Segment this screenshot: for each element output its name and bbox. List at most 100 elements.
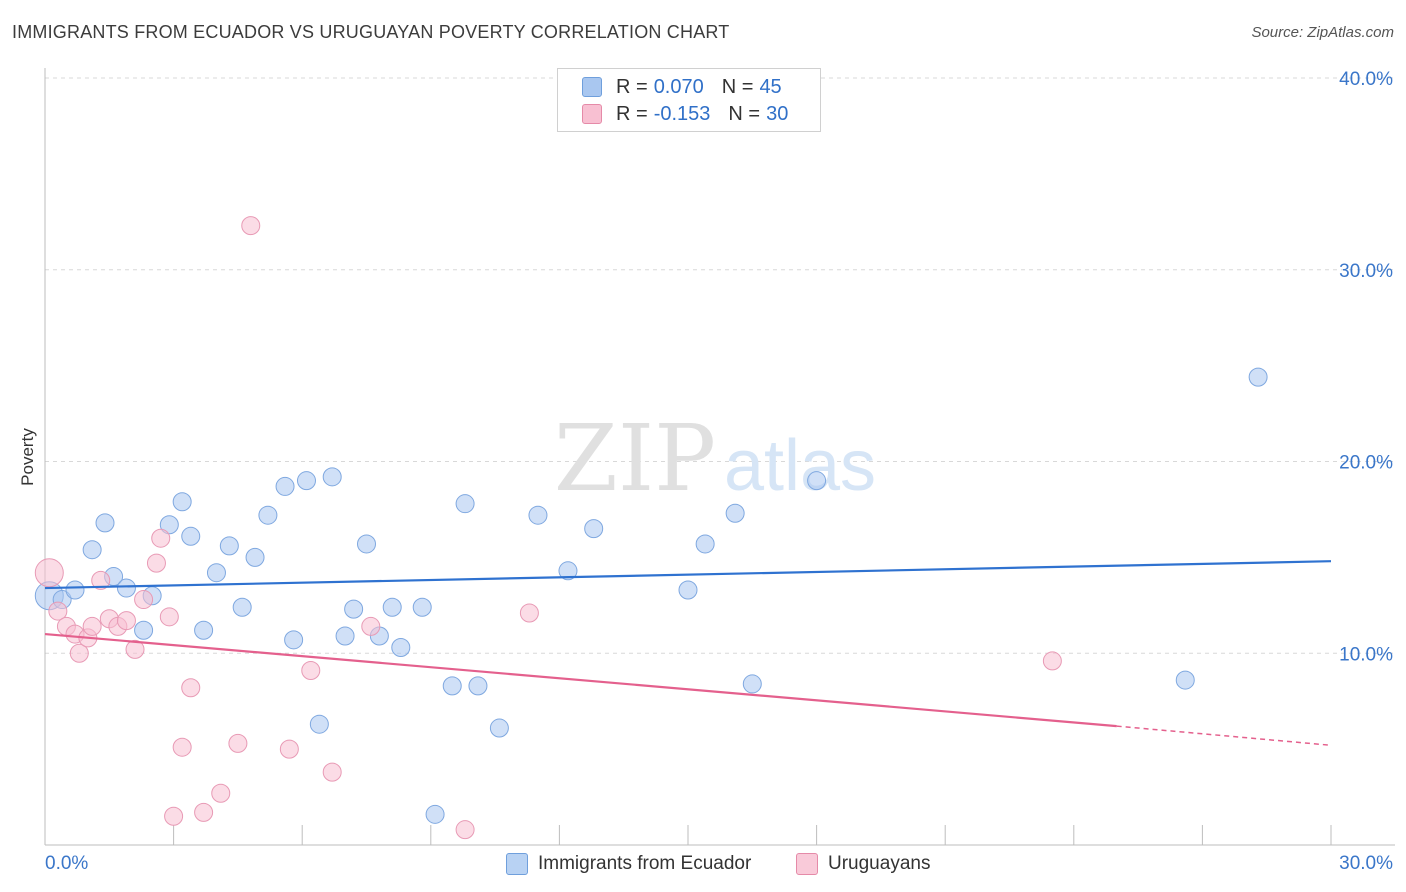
legend-swatch-uruguayans (796, 853, 818, 875)
ecuador-point (116, 578, 136, 598)
ecuador-point (678, 580, 698, 600)
ecuador-point (725, 503, 745, 523)
legend-n-label: N = (721, 75, 754, 98)
legend-item-ecuador[interactable]: Immigrants from Ecuador (506, 852, 751, 876)
ecuador-point (695, 534, 715, 554)
uruguayan-point (455, 820, 475, 840)
uruguayan-point (69, 643, 89, 663)
y-tick-label: 10.0% (1339, 644, 1393, 665)
uruguayan-point (164, 806, 184, 826)
x-tick-label: 0.0% (45, 853, 88, 874)
ecuador-point (468, 676, 488, 696)
ecuador-point (1248, 367, 1268, 387)
ecuador-point (357, 534, 376, 554)
ecuador-point (232, 597, 252, 617)
ecuador-point (1175, 670, 1195, 690)
uruguayan-point (301, 661, 321, 681)
tick-labels: 10.0% 20.0% 30.0% 40.0% 0.0% 30.0% (45, 69, 1393, 874)
uruguayan-point (181, 678, 201, 698)
ecuador-point (172, 492, 192, 512)
x-tick-label: 30.0% (1339, 853, 1393, 874)
legend-item-uruguayans[interactable]: Uruguayans (796, 852, 930, 876)
stats-legend: R = 0.070 N = 45 R = -0.153 N = 30 (557, 68, 821, 132)
uruguayan-point (34, 558, 64, 588)
legend-r-value: 0.070 (653, 75, 704, 98)
ecuador-point (412, 597, 432, 617)
ecuador-point (95, 513, 115, 533)
uruguayan-point (48, 601, 68, 621)
watermark-zip: ZIP (554, 405, 716, 512)
uruguayan-point (519, 603, 539, 623)
data-points (34, 216, 1268, 840)
legend-r-label: R = (616, 75, 648, 98)
uruguayan-point (125, 639, 145, 659)
y-tick-label: 20.0% (1339, 453, 1393, 474)
ecuador-point (65, 580, 85, 600)
uruguayan-point (134, 590, 154, 610)
uruguayan-point (194, 802, 214, 822)
ecuador-point (391, 637, 411, 657)
uruguayan-point (1042, 651, 1062, 671)
source-label: Source: ZipAtlas.com (1251, 24, 1394, 41)
ecuador-point (245, 547, 265, 567)
ecuador-point (807, 471, 827, 491)
ecuador-point (194, 620, 214, 640)
ecuador-point (558, 561, 578, 581)
uruguayan-point (151, 528, 171, 548)
ecuador-point (275, 476, 295, 496)
trend-lines (44, 560, 1332, 747)
ecuador-point (258, 505, 278, 525)
legend-swatch-uruguayans (582, 104, 602, 124)
y-axis-label: Poverty (18, 428, 37, 486)
legend-n-value: 45 (759, 75, 782, 98)
legend-label-uruguayans: Uruguayans (828, 853, 931, 874)
ecuador-point (82, 540, 102, 560)
ecuador-point (425, 804, 445, 824)
ecuador-trend-line (44, 560, 1332, 590)
uruguayan-point (228, 733, 248, 753)
legend-n-value: 30 (766, 102, 789, 125)
ecuador-point (584, 519, 604, 539)
ecuador-point (159, 515, 179, 535)
uruguayan-point (172, 737, 192, 757)
axes (44, 68, 1395, 846)
y-tick-label: 30.0% (1339, 261, 1393, 282)
legend-swatch-ecuador (506, 853, 528, 875)
ecuador-point (206, 563, 226, 583)
ecuador-point (344, 599, 364, 619)
legend-n-label: N = (728, 102, 761, 125)
ecuador-point (322, 467, 342, 487)
uruguayan-point (146, 553, 166, 573)
ecuador-point (455, 494, 475, 514)
grid-lines (45, 77, 1395, 654)
legend-row-uruguayans: R = -0.153 N = 30 (582, 102, 788, 126)
uruguayan-point (159, 607, 179, 627)
uruguayan-point (211, 783, 231, 803)
legend-r-value: -0.153 (653, 102, 711, 125)
legend-r-label: R = (616, 102, 648, 125)
chart-title: IMMIGRANTS FROM ECUADOR VS URUGUAYAN POV… (12, 22, 730, 42)
uruguayan-point (279, 739, 299, 759)
ecuador-point (442, 676, 462, 696)
y-tick-label: 40.0% (1339, 69, 1393, 90)
uruguayan-point (322, 762, 342, 782)
uruguayan-trend-line (44, 632, 1117, 728)
watermark: ZIP atlas (554, 405, 876, 512)
ecuador-point (528, 505, 548, 525)
ecuador-point (335, 626, 355, 646)
ecuador-point (296, 471, 316, 491)
legend-label-ecuador: Immigrants from Ecuador (538, 853, 752, 874)
ecuador-point (742, 674, 762, 694)
ecuador-point (489, 718, 509, 738)
legend-row-ecuador: R = 0.070 N = 45 (582, 75, 782, 99)
uruguayan-point (361, 616, 381, 636)
watermark-atlas: atlas (724, 426, 876, 506)
uruguayan-trend-extension (1116, 725, 1332, 747)
ecuador-point (284, 630, 304, 650)
ecuador-point (309, 714, 329, 734)
uruguayan-point (91, 570, 111, 590)
ecuador-point (382, 597, 402, 617)
ecuador-point (219, 536, 239, 556)
uruguayan-point (241, 216, 261, 236)
